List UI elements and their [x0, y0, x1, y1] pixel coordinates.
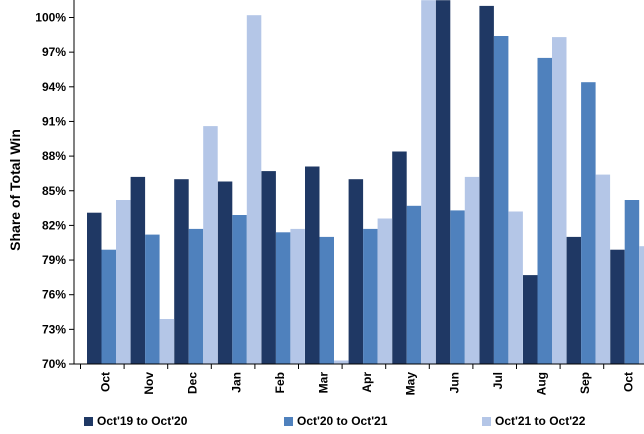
y-tick-label: 82%: [42, 218, 66, 232]
y-tick-label: 73%: [42, 322, 66, 336]
bar-s1-c0: [101, 249, 116, 364]
bar-s2-c5: [334, 360, 349, 364]
bar-s2-c0: [116, 200, 131, 364]
axes-group: [73, 0, 644, 365]
bar-s0-c11: [566, 236, 582, 364]
bar-s1-c12: [624, 200, 640, 364]
legend-item-0: Oct'19 to Oct'20: [84, 414, 187, 428]
x-tick-label: Dec: [186, 372, 200, 394]
bar-s0-c9: [479, 5, 494, 365]
bar-s2-c4: [290, 228, 305, 364]
bar-s1-c2: [188, 228, 204, 364]
y-tick-label: 70%: [42, 357, 66, 371]
bar-s0-c1: [130, 176, 146, 364]
bar-s0-c0: [87, 212, 102, 364]
y-axis-label: Share of Total Win: [7, 129, 23, 251]
y-tick-label: 94%: [42, 80, 66, 94]
bar-s1-c9: [493, 36, 509, 364]
bar-s0-c10: [523, 275, 538, 364]
x-tick-label: Apr: [360, 372, 374, 393]
bar-s2-c2: [203, 126, 218, 364]
x-tick-label: Jun: [447, 372, 461, 393]
bar-s2-c6: [377, 218, 393, 364]
legend-label-2: Oct'21 to Oct'22: [495, 414, 586, 428]
x-tick-label: Jul: [491, 372, 505, 389]
bar-s1-c10: [537, 57, 552, 365]
bar-s1-c1: [145, 234, 160, 364]
bar-s0-c7: [392, 151, 407, 364]
bar-s0-c6: [348, 179, 364, 364]
y-tick-label: 91%: [42, 114, 66, 128]
x-tick-label: May: [404, 372, 418, 396]
bar-s2-c7: [421, 0, 436, 364]
bar-s1-c11: [581, 82, 596, 364]
y-tick-label: 100%: [35, 11, 66, 25]
y-tick-label: 97%: [42, 45, 66, 59]
bar-s2-c3: [246, 15, 262, 364]
legend-swatch-1: [284, 416, 293, 426]
x-tick-label: Sep: [578, 372, 592, 394]
bar-s0-c2: [174, 179, 189, 364]
bar-s1-c7: [406, 205, 422, 364]
bar-s2-c9: [508, 211, 523, 364]
bars-group: [87, 0, 644, 365]
legend: Oct'19 to Oct'20 Oct'20 to Oct'21 Oct'21…: [0, 414, 644, 434]
x-tick-label: Oct: [99, 372, 113, 392]
y-tick-label: 79%: [42, 253, 66, 267]
x-tick-label: Nov: [142, 372, 156, 395]
x-tick-label: Feb: [273, 372, 287, 393]
bar-s0-c5: [305, 166, 320, 364]
x-tick-label: Jan: [229, 372, 243, 393]
bar-s1-c8: [450, 210, 465, 364]
bar-s1-c4: [275, 232, 291, 364]
bar-s1-c5: [319, 236, 334, 364]
bar-s2-c11: [595, 174, 611, 364]
bar-s2-c12: [639, 246, 644, 364]
legend-swatch-0: [84, 416, 93, 426]
bar-s0-c3: [217, 181, 233, 364]
x-ticks-group: Oct Nov Dec Jan Feb Mar Apr May Jun Jul Aug Sep Oct: [80, 364, 636, 396]
y-tick-label: 76%: [42, 288, 66, 302]
bar-s0-c8: [435, 0, 451, 364]
x-tick-label: Mar: [317, 372, 331, 394]
bar-s2-c1: [159, 319, 175, 364]
y-tick-label: 88%: [42, 149, 66, 163]
bar-s1-c3: [232, 215, 247, 364]
legend-item-2: Oct'21 to Oct'22: [482, 414, 585, 428]
bar-s1-c6: [363, 228, 378, 364]
legend-item-1: Oct'20 to Oct'21: [284, 414, 387, 428]
x-tick-label: Aug: [535, 372, 549, 395]
bar-s2-c10: [552, 37, 567, 364]
legend-label-1: Oct'20 to Oct'21: [297, 414, 388, 428]
y-tick-label: 85%: [42, 184, 66, 198]
bar-s0-c4: [261, 171, 276, 364]
y-ticks-group: 70% 73% 76% 79% 82% 85% 88% 91% 94% 97% 100%: [35, 11, 74, 371]
legend-label-0: Oct'19 to Oct'20: [97, 414, 188, 428]
bar-s0-c12: [610, 249, 625, 364]
x-tick-label: Oct: [622, 372, 636, 392]
legend-swatch-2: [482, 416, 491, 426]
bar-s2-c8: [464, 176, 480, 364]
